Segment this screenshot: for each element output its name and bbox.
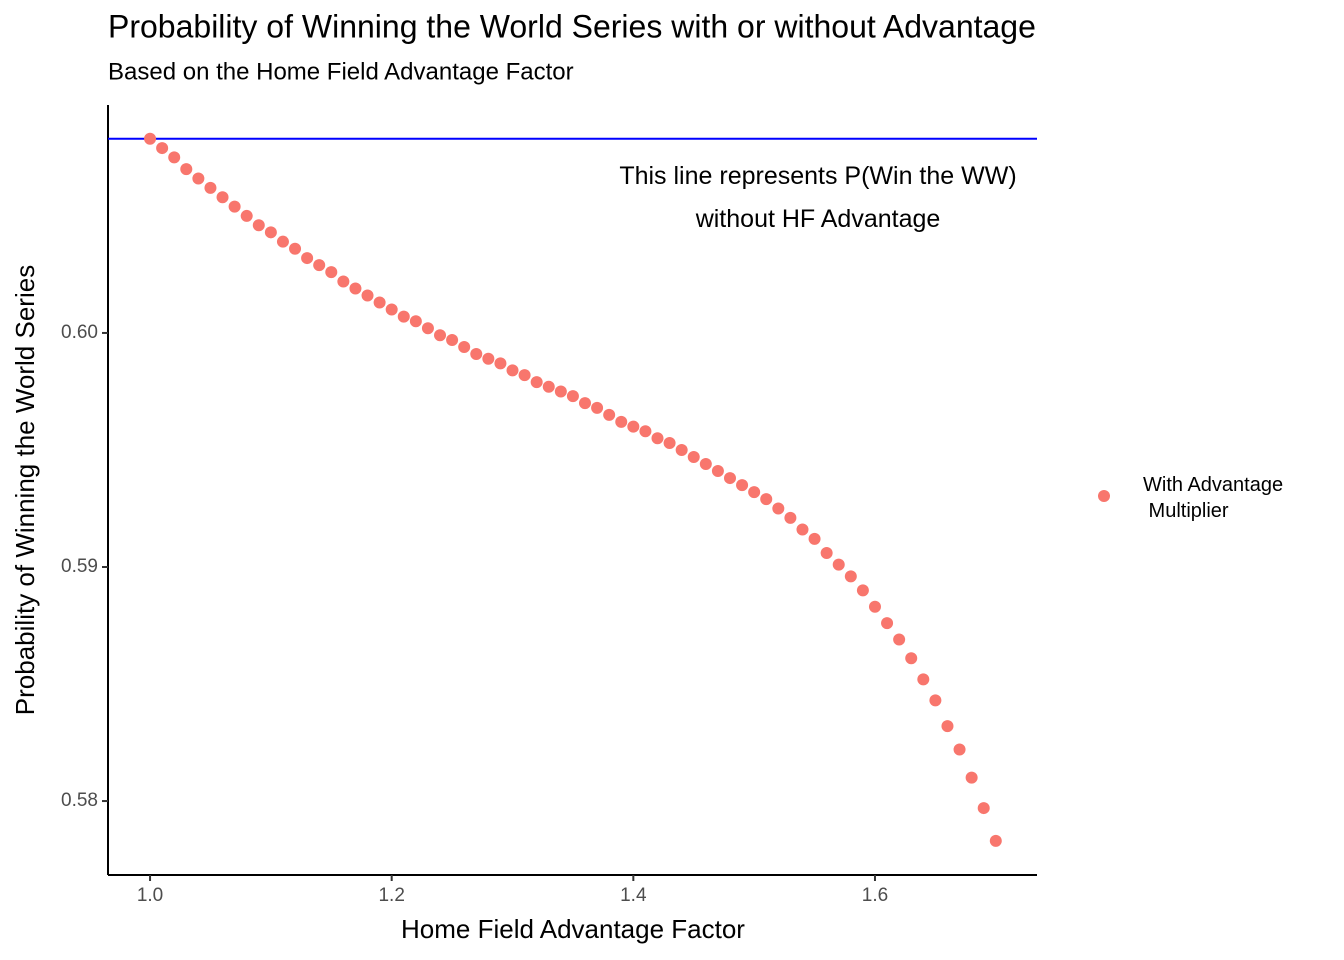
point (675, 443, 688, 456)
y-tick-label: 0.58 (61, 790, 98, 811)
point (844, 570, 857, 583)
x-tick-label: 1.0 (137, 885, 163, 906)
point (977, 802, 990, 815)
point (663, 436, 676, 449)
point (699, 458, 712, 471)
x-tick-label: 1.4 (620, 885, 647, 906)
point (760, 493, 773, 506)
point (385, 303, 398, 316)
point (579, 397, 592, 410)
point (409, 315, 422, 328)
point (965, 771, 978, 784)
point (276, 235, 289, 248)
y-axis-label: Probability of Winning the World Series (10, 265, 40, 715)
point (784, 511, 797, 524)
x-tick-label: 1.6 (862, 885, 888, 906)
point (603, 408, 616, 421)
point (832, 558, 845, 571)
point (639, 425, 652, 438)
point (687, 451, 700, 463)
point (953, 743, 966, 756)
point (518, 369, 531, 382)
point (615, 415, 628, 428)
point (494, 357, 507, 370)
point (192, 172, 205, 185)
point (482, 352, 495, 365)
legend-label: With Advantage Multiplier (1143, 474, 1284, 522)
point (228, 200, 241, 213)
point (808, 532, 821, 545)
point (748, 486, 761, 499)
point (446, 333, 459, 346)
annotation: This line represents P(Win the WW) witho… (619, 162, 1017, 233)
point (180, 163, 193, 176)
point (264, 226, 277, 239)
point (156, 142, 169, 155)
point (458, 341, 471, 353)
point (421, 322, 434, 335)
point (881, 617, 894, 630)
point (204, 181, 217, 194)
annotation-clip: This line represents P(Win the WW) witho… (108, 105, 1037, 875)
point (434, 329, 447, 342)
point (168, 151, 181, 164)
point (941, 720, 954, 733)
point (820, 546, 833, 559)
point (772, 502, 785, 515)
point (361, 289, 374, 302)
point (905, 652, 918, 665)
point (301, 252, 314, 265)
point (868, 600, 881, 613)
point (542, 380, 555, 393)
chart-title: Probability of Winning the World Series … (108, 8, 1036, 44)
point (530, 376, 543, 389)
point (325, 266, 338, 279)
point (591, 401, 604, 414)
point (989, 834, 1002, 847)
point (917, 673, 930, 686)
point (893, 633, 906, 646)
point (711, 465, 724, 478)
point (397, 310, 410, 323)
point (252, 219, 265, 232)
y-tick-label: 0.60 (61, 322, 98, 343)
point (470, 348, 483, 361)
point (627, 420, 640, 433)
point (929, 694, 942, 707)
point (216, 191, 229, 204)
point (337, 275, 350, 288)
point (856, 584, 869, 597)
point (566, 390, 579, 403)
point (506, 364, 519, 377)
point (289, 242, 302, 255)
point (240, 209, 253, 222)
point (349, 282, 362, 295)
point (313, 259, 326, 272)
chart-subtitle: Based on the Home Field Advantage Factor (108, 58, 574, 85)
point (554, 385, 567, 398)
point (144, 132, 157, 145)
point (723, 472, 736, 485)
point (373, 296, 386, 309)
y-tick-label: 0.59 (61, 556, 98, 577)
point (796, 523, 809, 536)
point (736, 479, 749, 492)
point (651, 432, 664, 445)
x-tick-label: 1.2 (378, 885, 404, 906)
x-axis-label: Home Field Advantage Factor (401, 914, 745, 944)
legend-marker (1098, 490, 1110, 502)
